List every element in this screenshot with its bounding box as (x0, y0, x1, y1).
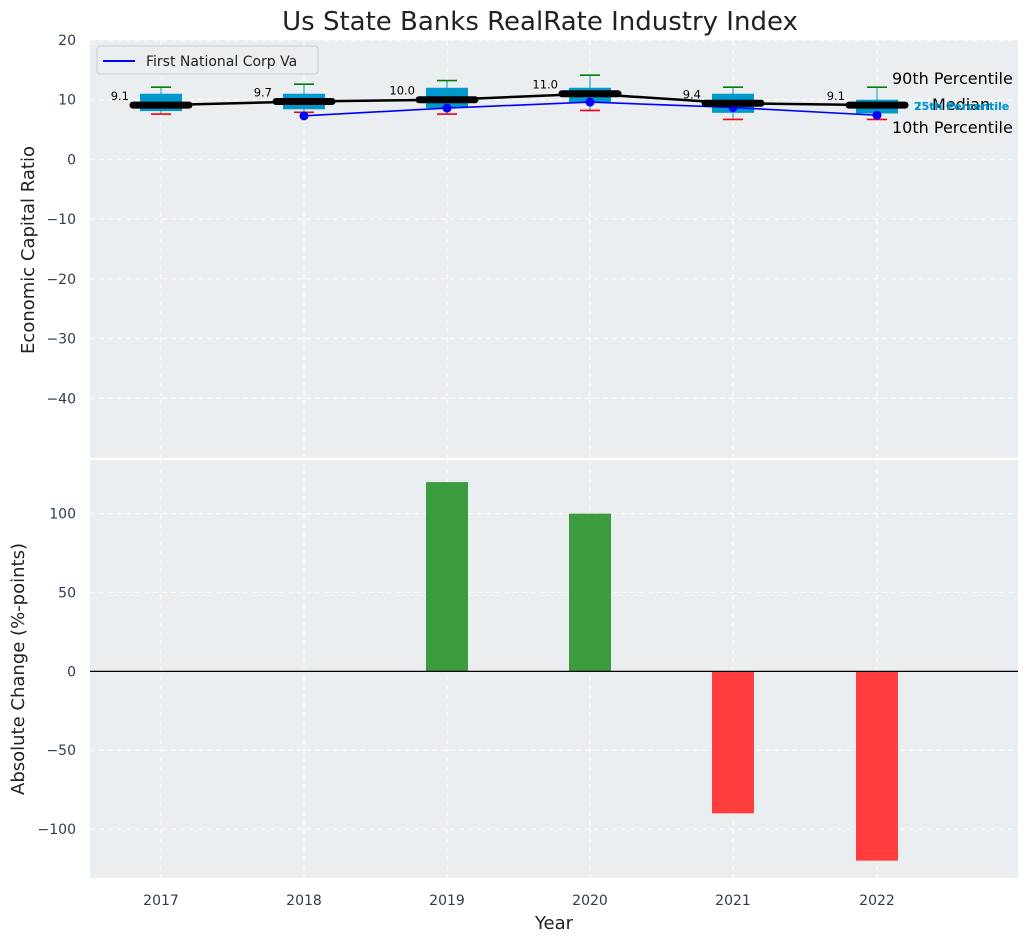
change-bar (426, 482, 468, 672)
top-y-tick-label: −30 (46, 332, 76, 348)
series-point (585, 97, 595, 107)
change-bar (569, 513, 611, 672)
x-tick-label: 2022 (859, 893, 895, 909)
x-tick-label: 2017 (143, 893, 179, 909)
annot-p10: 10th Percentile (892, 118, 1013, 137)
median-value-label: 10.0 (389, 84, 415, 98)
bottom-y-tick-label: 0 (67, 664, 76, 680)
chart-title: Us State Banks RealRate Industry Index (282, 7, 798, 37)
bottom-panel: −100 −50 0 50 100 2017 2018 2019 2020 2021 2022 A… (8, 460, 1018, 934)
top-y-tick-label: −40 (46, 391, 76, 407)
x-ticks: 2017 2018 2019 2020 2021 2022 (143, 893, 895, 909)
legend-box (96, 45, 319, 75)
x-axis-label: Year (534, 913, 574, 934)
top-panel: −40 −30 −20 −10 0 10 20 9.1 9.7 10.0 11.0 9.4 9.1 9… (18, 33, 1018, 458)
x-tick-label: 2020 (572, 893, 608, 909)
series-point (299, 111, 309, 121)
top-y-axis-label: Economic Capital Ratio (18, 146, 39, 354)
bottom-y-ticks: −100 −50 0 50 100 (38, 507, 76, 838)
top-y-tick-label: −10 (46, 212, 76, 228)
annot-p75: 75th Percentile (914, 100, 1009, 113)
top-y-tick-label: −20 (46, 272, 76, 288)
bottom-y-axis-label: Absolute Change (%-points) (8, 543, 29, 795)
x-tick-label: 2019 (429, 893, 465, 909)
x-tick-label: 2018 (286, 893, 322, 909)
median-value-label: 9.1 (827, 89, 845, 103)
top-y-ticks: −40 −30 −20 −10 0 10 20 (46, 33, 76, 407)
series-point (872, 110, 882, 120)
change-bars (426, 482, 898, 861)
annot-p25: 25th Percentile (914, 100, 1009, 113)
change-bar (856, 671, 898, 861)
top-y-tick-label: 10 (58, 93, 76, 109)
annot-median: Median (932, 95, 990, 114)
legend: First National Corp Va (96, 45, 319, 75)
legend-entry-company: First National Corp Va (146, 54, 297, 70)
bottom-y-tick-label: 50 (58, 585, 76, 601)
median-value-label: 9.1 (111, 89, 129, 103)
median-value-label: 9.7 (254, 86, 272, 100)
bottom-y-tick-label: −100 (38, 822, 76, 838)
x-tick-label: 2021 (715, 893, 751, 909)
median-line (129, 90, 909, 109)
top-gridlines (90, 39, 1018, 458)
top-y-tick-label: 0 (67, 152, 76, 168)
bottom-y-tick-label: 100 (49, 507, 76, 523)
top-y-tick-label: 20 (58, 33, 76, 49)
median-value-label: 9.4 (683, 87, 701, 101)
series-point (442, 103, 452, 113)
median-labels: 9.1 9.7 10.0 11.0 9.4 9.1 (111, 78, 845, 103)
median-value-label: 11.0 (532, 78, 558, 92)
percentile-annotations: 90th Percentile 75th Percentile Median 2… (892, 69, 1013, 137)
bottom-y-tick-label: −50 (46, 743, 76, 759)
annot-p90: 90th Percentile (892, 69, 1013, 88)
change-bar (712, 671, 754, 814)
